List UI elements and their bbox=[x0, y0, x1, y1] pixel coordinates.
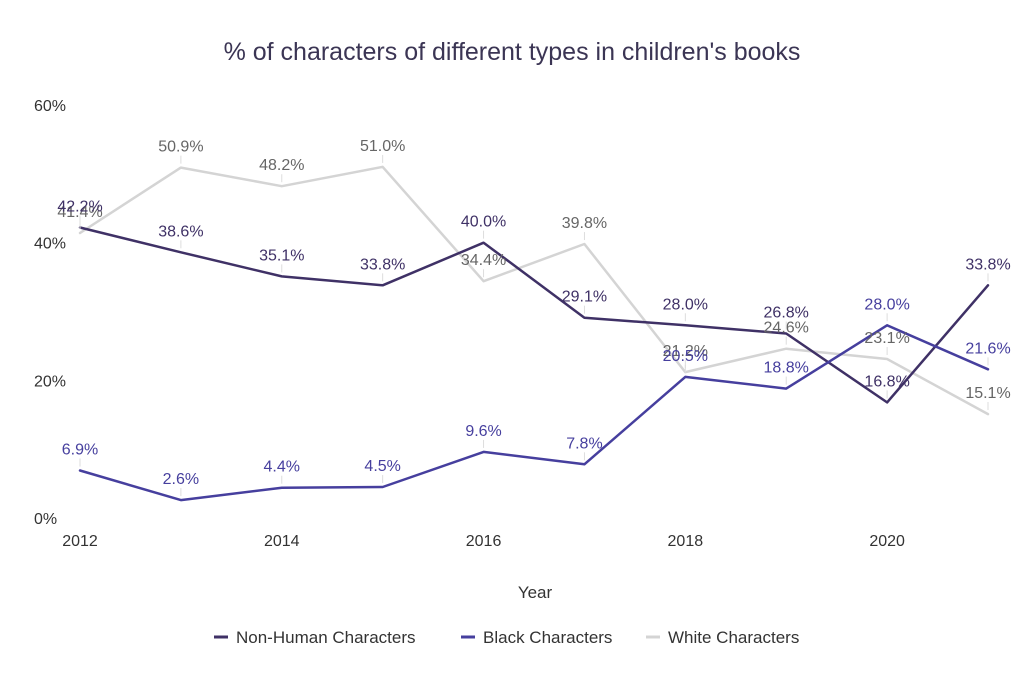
series-line bbox=[78, 226, 990, 404]
data-label: 23.1% bbox=[864, 330, 909, 347]
data-label: 40.0% bbox=[461, 214, 506, 231]
data-label: 2.6% bbox=[163, 471, 199, 488]
data-label: 7.8% bbox=[566, 435, 602, 452]
data-label: 20.5% bbox=[663, 348, 708, 365]
legend-label: White Characters bbox=[668, 628, 799, 647]
series-lines bbox=[78, 165, 990, 502]
data-label: 18.8% bbox=[764, 360, 809, 377]
x-axis-title: Year bbox=[518, 583, 553, 602]
data-label: 28.0% bbox=[663, 296, 708, 313]
legend: Non-Human Characters Black Characters Whit… bbox=[214, 628, 799, 647]
data-label: 35.1% bbox=[259, 247, 304, 264]
data-label: 33.8% bbox=[360, 256, 405, 273]
data-label: 26.8% bbox=[764, 305, 809, 322]
data-label: 34.4% bbox=[461, 252, 506, 269]
series-line bbox=[78, 165, 990, 416]
y-tick-label: 60% bbox=[34, 98, 66, 115]
y-tick-label: 20% bbox=[34, 373, 66, 390]
data-label: 48.2% bbox=[259, 157, 304, 174]
y-axis-ticks: 0% 20% 40% 60% bbox=[34, 98, 66, 528]
x-axis-ticks: 2012 2014 2016 2018 2020 bbox=[62, 533, 905, 550]
x-tick-label: 2014 bbox=[264, 533, 300, 550]
legend-label: Black Characters bbox=[483, 628, 612, 647]
chart-title: % of characters of different types in ch… bbox=[224, 38, 801, 66]
x-tick-label: 2018 bbox=[668, 533, 704, 550]
series-line bbox=[78, 324, 990, 502]
x-tick-label: 2016 bbox=[466, 533, 502, 550]
data-label: 16.8% bbox=[864, 373, 909, 390]
x-tick-label: 2020 bbox=[869, 533, 905, 550]
data-label: 33.8% bbox=[965, 256, 1010, 273]
data-label: 42.2% bbox=[57, 199, 102, 216]
data-label: 4.4% bbox=[264, 459, 300, 476]
data-label: 6.9% bbox=[62, 442, 98, 459]
data-label: 29.1% bbox=[562, 289, 607, 306]
data-label: 50.9% bbox=[158, 139, 203, 156]
y-tick-label: 40% bbox=[34, 236, 66, 253]
data-label: 38.6% bbox=[158, 223, 203, 240]
legend-label: Non-Human Characters bbox=[236, 628, 416, 647]
data-labels: 41.4%50.9%48.2%51.0%34.4%39.8%21.2%24.6%… bbox=[57, 138, 1011, 497]
data-label: 39.8% bbox=[562, 215, 607, 232]
data-label: 51.0% bbox=[360, 138, 405, 155]
data-label: 21.2% bbox=[663, 343, 708, 360]
data-label: 4.5% bbox=[364, 458, 400, 475]
x-tick-label: 2012 bbox=[62, 533, 98, 550]
data-label: 28.0% bbox=[864, 296, 909, 313]
data-label: 9.6% bbox=[465, 423, 501, 440]
data-label: 21.6% bbox=[965, 340, 1010, 357]
data-label: 15.1% bbox=[965, 385, 1010, 402]
data-label: 41.4% bbox=[57, 204, 102, 221]
y-tick-label: 0% bbox=[34, 511, 57, 528]
